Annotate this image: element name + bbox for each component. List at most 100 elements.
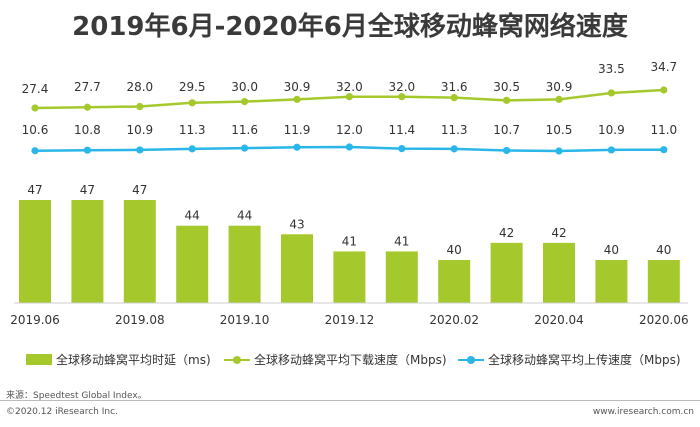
upload-point bbox=[83, 146, 91, 154]
latency-bar bbox=[123, 200, 156, 303]
latency-bar bbox=[71, 200, 104, 303]
download-label: 30.9 bbox=[284, 80, 311, 94]
upload-label: 10.6 bbox=[22, 123, 49, 137]
download-point bbox=[188, 99, 196, 107]
legend-label-download: 全球移动蜂窝平均下载速度（Mbps) bbox=[254, 353, 447, 367]
x-tick-label: 2019.06 bbox=[10, 313, 60, 327]
chart-canvas: 47 47 47 44 44 43 41 41 40 42 42 40 40 2019.06 2019.08… bbox=[10, 60, 689, 327]
download-label: 27.4 bbox=[22, 82, 49, 96]
download-label: 31.6 bbox=[441, 80, 468, 94]
download-label: 30.0 bbox=[231, 80, 258, 94]
upload-point bbox=[345, 143, 353, 151]
download-label: 30.9 bbox=[546, 80, 573, 94]
latency-bar bbox=[595, 260, 628, 303]
download-point bbox=[293, 95, 301, 103]
x-tick-label: 2020.02 bbox=[429, 313, 479, 327]
chart-legend: 全球移动蜂窝平均时延（ms) 全球移动蜂窝平均下载速度（Mbps) 全球移动蜂窝… bbox=[0, 351, 700, 369]
footer-divider bbox=[0, 400, 700, 401]
latency-bar-label: 41 bbox=[394, 234, 409, 248]
download-label: 33.5 bbox=[598, 62, 625, 76]
latency-bar bbox=[438, 260, 471, 303]
download-point bbox=[660, 86, 668, 94]
download-point bbox=[345, 93, 353, 101]
source-note: 来源：Speedtest Global Index。 bbox=[6, 391, 147, 401]
upload-label: 11.3 bbox=[441, 123, 468, 137]
upload-point bbox=[241, 144, 249, 152]
download-point bbox=[398, 93, 406, 101]
upload-label: 11.6 bbox=[231, 123, 258, 137]
download-point bbox=[450, 94, 458, 102]
upload-label: 10.8 bbox=[74, 123, 101, 137]
site-url: www.iresearch.com.cn bbox=[592, 407, 694, 417]
upload-label: 11.3 bbox=[179, 123, 206, 137]
upload-point bbox=[555, 147, 563, 155]
latency-bar bbox=[543, 242, 575, 303]
legend-label-latency: 全球移动蜂窝平均时延（ms) bbox=[56, 353, 211, 367]
upload-point bbox=[660, 146, 668, 154]
x-tick-label: 2020.06 bbox=[639, 313, 689, 327]
x-tick-label: 2019.12 bbox=[325, 313, 375, 327]
latency-bar-label: 47 bbox=[27, 183, 42, 197]
download-label: 27.7 bbox=[74, 80, 101, 94]
upload-label: 11.4 bbox=[388, 123, 415, 137]
legend-item-upload: 全球移动蜂窝平均上传速度（Mbps) bbox=[458, 351, 681, 368]
legend-item-latency: 全球移动蜂窝平均时延（ms) bbox=[26, 351, 211, 368]
latency-bar-label: 40 bbox=[447, 243, 462, 257]
download-point bbox=[83, 103, 91, 111]
latency-bar bbox=[19, 200, 51, 303]
download-label: 29.5 bbox=[179, 80, 206, 94]
legend-item-download: 全球移动蜂窝平均下载速度（Mbps) bbox=[224, 351, 447, 368]
upload-label: 10.7 bbox=[493, 123, 520, 137]
download-point bbox=[503, 96, 511, 104]
latency-bar-label: 44 bbox=[185, 209, 200, 223]
latency-bar-label: 44 bbox=[237, 209, 252, 223]
upload-label: 10.5 bbox=[546, 123, 573, 137]
download-point bbox=[241, 97, 249, 106]
download-label: 28.0 bbox=[126, 80, 153, 94]
latency-bar-label: 42 bbox=[499, 226, 514, 240]
latency-bar-label: 47 bbox=[132, 183, 147, 197]
download-label: 32.0 bbox=[388, 80, 415, 94]
upload-point bbox=[450, 145, 458, 153]
legend-swatch-latency bbox=[26, 354, 52, 365]
upload-point bbox=[607, 146, 616, 154]
legend-label-upload: 全球移动蜂窝平均上传速度（Mbps) bbox=[488, 353, 681, 367]
latency-bar-label: 41 bbox=[342, 234, 357, 248]
upload-label: 12.0 bbox=[336, 123, 363, 137]
latency-bar bbox=[333, 251, 366, 303]
upload-label: 11.9 bbox=[284, 123, 311, 137]
download-label: 32.0 bbox=[336, 80, 363, 94]
legend-swatch-upload bbox=[458, 354, 484, 365]
latency-bar-label: 42 bbox=[551, 226, 566, 240]
x-tick-label: 2020.04 bbox=[534, 313, 584, 327]
download-point bbox=[136, 102, 144, 111]
upload-point bbox=[398, 145, 406, 153]
copyright: ©2020.12 iResearch Inc. bbox=[6, 407, 118, 417]
upload-point bbox=[188, 145, 196, 153]
download-point bbox=[31, 104, 39, 112]
chart-title: 2019年6月-2020年6月全球移动蜂窝网络速度 bbox=[72, 12, 628, 42]
download-point bbox=[607, 89, 616, 97]
latency-bar-label: 47 bbox=[80, 183, 95, 197]
legend-swatch-download bbox=[224, 354, 250, 365]
x-tick-label: 2019.08 bbox=[115, 313, 165, 327]
latency-bar bbox=[647, 260, 680, 303]
upload-point bbox=[31, 147, 39, 155]
latency-bar bbox=[281, 234, 313, 303]
latency-bar-label: 40 bbox=[656, 243, 671, 257]
latency-bar bbox=[176, 225, 209, 303]
latency-bar-label: 43 bbox=[289, 217, 304, 231]
download-label: 34.7 bbox=[650, 60, 677, 74]
latency-bar bbox=[385, 251, 418, 303]
upload-label: 10.9 bbox=[598, 123, 625, 137]
x-tick-label: 2019.10 bbox=[220, 313, 270, 327]
latency-bar-label: 40 bbox=[604, 243, 619, 257]
latency-bar bbox=[228, 225, 261, 303]
upload-point bbox=[503, 146, 511, 155]
download-point bbox=[555, 95, 563, 103]
upload-point bbox=[136, 146, 144, 154]
download-label: 30.5 bbox=[493, 80, 520, 94]
upload-point bbox=[293, 143, 301, 151]
upload-label: 11.0 bbox=[650, 123, 677, 137]
upload-label: 10.9 bbox=[126, 123, 153, 137]
